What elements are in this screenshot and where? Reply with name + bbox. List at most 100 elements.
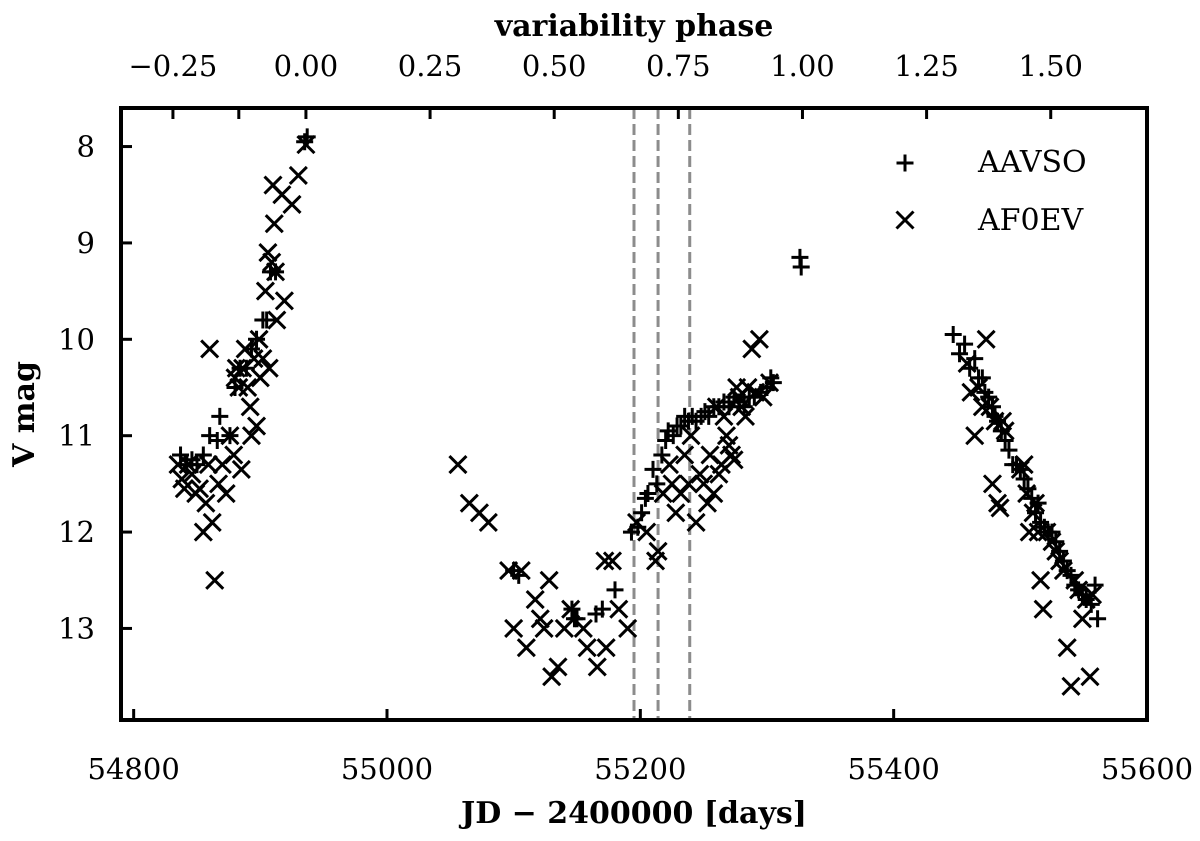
point-af0ev-27 (244, 349, 264, 369)
point-af0ev-70 (637, 522, 657, 542)
cross-stroke (296, 135, 316, 155)
cross-stroke (249, 329, 269, 349)
point-af0ev-86 (704, 483, 724, 504)
point-aavso-15 (258, 311, 276, 329)
point-af0ev-38 (265, 262, 286, 282)
point-aavso-6 (208, 432, 226, 450)
cross-stroke (968, 377, 989, 398)
point-af0ev-59 (554, 618, 574, 639)
cross-stroke (1033, 599, 1053, 619)
point-af0ev-66 (602, 551, 623, 571)
point-aavso-76 (996, 432, 1014, 450)
point-af0ev-9 (198, 455, 218, 475)
cross-stroke (1061, 676, 1081, 696)
point-af0ev-119 (1014, 455, 1034, 475)
top-tick-label-3: 0.25 (398, 49, 463, 83)
point-af0ev-60 (561, 599, 581, 619)
cross-stroke (554, 618, 574, 639)
point-af0ev-41 (274, 291, 294, 311)
point-af0ev-104 (759, 373, 780, 393)
point-af0ev-19 (226, 358, 246, 378)
point-af0ev-103 (753, 387, 773, 407)
top-tick-label-2: 0.00 (274, 49, 339, 83)
point-af0ev-102 (749, 329, 769, 349)
point-af0ev-39 (267, 310, 287, 330)
plus-stroke (966, 350, 984, 368)
point-aavso-101 (1089, 610, 1107, 628)
plus-stroke (944, 325, 962, 343)
cross-stroke (240, 397, 260, 417)
plus-stroke (1027, 504, 1045, 522)
point-af0ev-127 (1037, 522, 1057, 542)
cross-stroke (637, 522, 657, 542)
cross-stroke (602, 551, 623, 571)
point-af0ev-37 (264, 214, 284, 234)
cross-stroke (697, 493, 718, 513)
cross-stroke (965, 426, 985, 446)
cross-stroke (226, 358, 246, 378)
cross-stroke (675, 445, 695, 465)
point-af0ev-110 (976, 329, 996, 349)
cross-stroke (231, 459, 251, 479)
cross-stroke (504, 618, 524, 639)
point-af0ev-16 (220, 426, 240, 446)
cross-stroke (202, 512, 222, 532)
cross-stroke (205, 570, 225, 590)
y-axis-title: V mag (7, 361, 42, 468)
cross-stroke (759, 373, 780, 393)
point-af0ev-84 (697, 493, 718, 513)
cross-stroke (1031, 570, 1051, 590)
cross-stroke (704, 483, 724, 504)
plus-stroke (1089, 610, 1107, 628)
cross-stroke (995, 421, 1015, 441)
point-aavso-64 (951, 345, 969, 363)
point-af0ev-63 (587, 657, 607, 677)
cross-stroke (282, 194, 302, 214)
cross-stroke (609, 599, 629, 619)
cross-stroke (288, 165, 308, 186)
cross-stroke (577, 638, 597, 658)
plus-stroke (568, 610, 586, 628)
cross-stroke (1019, 522, 1039, 542)
cross-stroke (534, 618, 554, 639)
plus-stroke (606, 581, 624, 599)
cross-stroke (220, 426, 240, 446)
point-af0ev-10 (200, 339, 220, 359)
cross-stroke (241, 426, 262, 446)
point-aavso-72 (983, 398, 1001, 416)
point-af0ev-55 (534, 618, 554, 639)
plus-stroke (648, 475, 666, 493)
point-af0ev-4 (182, 464, 202, 484)
point-af0ev-26 (241, 426, 262, 446)
point-af0ev-43 (288, 165, 308, 186)
plus-stroke (208, 432, 226, 450)
plus-stroke (951, 345, 969, 363)
plus-stroke (653, 446, 671, 464)
cross-stroke (1082, 585, 1103, 605)
plus-stroke (980, 388, 998, 406)
point-af0ev-61 (573, 618, 593, 639)
top-tick-label-7: 1.25 (894, 49, 959, 83)
cross-stroke (1025, 493, 1046, 513)
point-aavso-26 (593, 600, 611, 618)
cross-stroke (976, 329, 996, 349)
point-af0ev-76 (666, 503, 686, 523)
point-aavso-7 (211, 407, 229, 425)
point-aavso-24 (568, 610, 586, 628)
top-tick-label-4: 0.50 (522, 49, 587, 83)
cross-stroke (200, 339, 220, 359)
cross-stroke (681, 426, 701, 446)
point-af0ev-132 (1057, 638, 1077, 658)
point-af0ev-57 (542, 667, 562, 687)
plus-stroke (258, 311, 276, 329)
legend-label-af0ev: AF0EV (977, 203, 1084, 238)
top-tick-label-5: 0.75 (646, 49, 711, 83)
cross-stroke (1028, 522, 1048, 542)
point-af0ev-90 (714, 406, 734, 426)
plus-stroke (639, 485, 657, 503)
plus-stroke (792, 258, 810, 276)
point-af0ev-25 (240, 397, 260, 417)
point-af0ev-2 (174, 479, 194, 499)
point-af0ev-17 (224, 445, 244, 465)
cross-stroke (1072, 609, 1092, 629)
